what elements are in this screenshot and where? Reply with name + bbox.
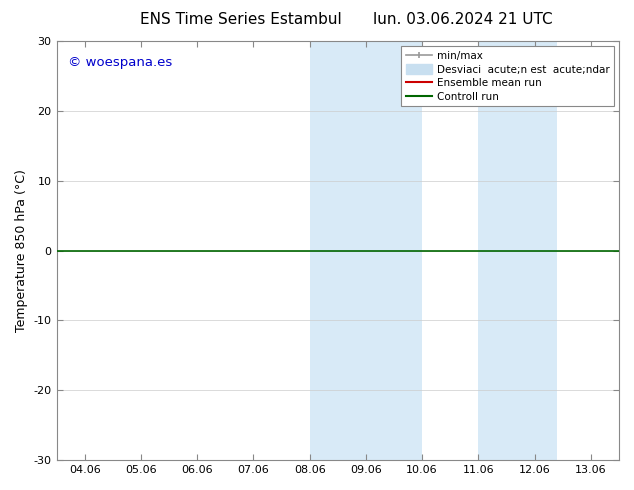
Legend: min/max, Desviaci  acute;n est  acute;ndar, Ensemble mean run, Controll run: min/max, Desviaci acute;n est acute;ndar…	[401, 46, 614, 106]
Text: © woespana.es: © woespana.es	[68, 56, 172, 69]
Text: ENS Time Series Estambul: ENS Time Series Estambul	[140, 12, 342, 27]
Y-axis label: Temperature 850 hPa (°C): Temperature 850 hPa (°C)	[15, 169, 28, 332]
Bar	[338, 41, 422, 460]
Bar	[309, 41, 338, 460]
Bar	[479, 41, 557, 460]
Text: lun. 03.06.2024 21 UTC: lun. 03.06.2024 21 UTC	[373, 12, 553, 27]
